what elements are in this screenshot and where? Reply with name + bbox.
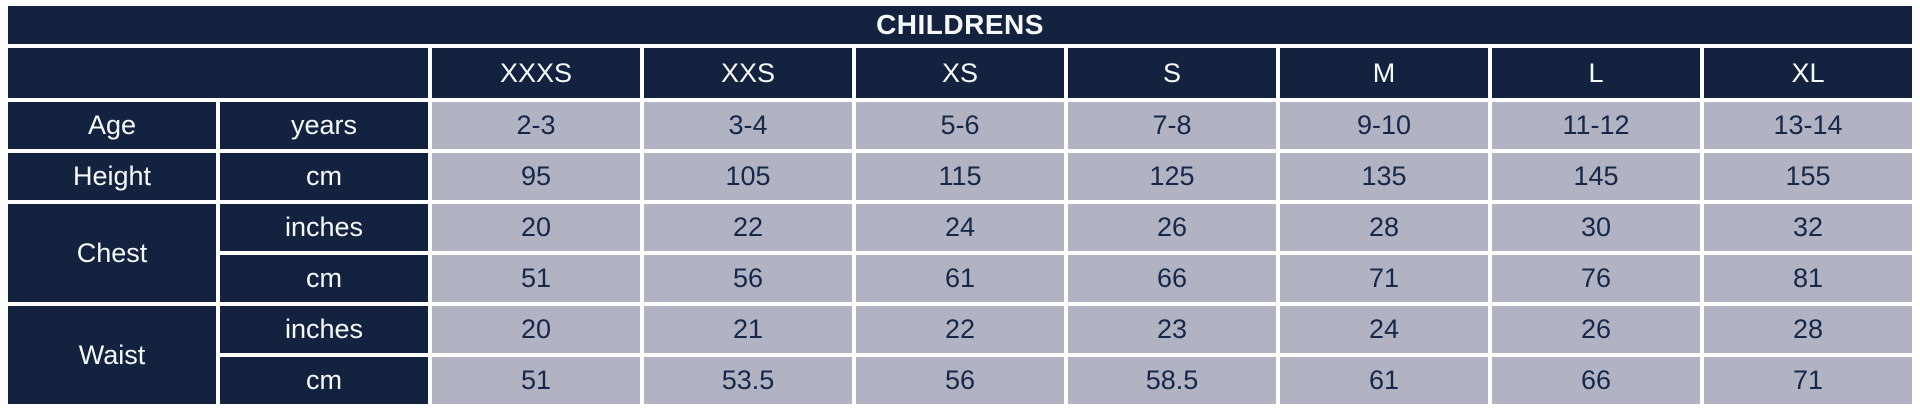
value-cell: 71 — [1704, 357, 1912, 404]
value-cell: 56 — [856, 357, 1064, 404]
unit-label-cm: cm — [220, 255, 428, 302]
value-cell: 95 — [432, 153, 640, 200]
value-cell: 9-10 — [1280, 102, 1488, 149]
value-cell: 24 — [856, 204, 1064, 251]
unit-label-cm: cm — [220, 357, 428, 404]
row-label-age: Age — [8, 102, 216, 149]
chest-inches-row: Chest inches 20 22 24 26 28 30 32 — [8, 204, 1912, 302]
row-label-height: Height — [8, 153, 216, 200]
value-cell: 20 — [432, 204, 640, 251]
value-cell: 3-4 — [644, 102, 852, 149]
value-cell: 5-6 — [856, 102, 1064, 149]
age-row: Age years 2-3 3-4 5-6 7-8 9-10 11-12 13-… — [8, 102, 1912, 149]
value-cell: 13-14 — [1704, 102, 1912, 149]
value-cell: 145 — [1492, 153, 1700, 200]
value-cell: 26 — [1068, 204, 1276, 251]
value-cell: 22 — [856, 306, 1064, 353]
size-column-header-l: L — [1492, 48, 1700, 98]
value-cell: 66 — [1068, 255, 1276, 302]
value-cell: 28 — [1704, 306, 1912, 353]
unit-label-years: years — [220, 102, 428, 149]
value-cell: 30 — [1492, 204, 1700, 251]
value-cell: 125 — [1068, 153, 1276, 200]
size-column-header-xxxs: XXXS — [432, 48, 640, 98]
value-cell: 76 — [1492, 255, 1700, 302]
value-cell: 26 — [1492, 306, 1700, 353]
value-cell: 53.5 — [644, 357, 852, 404]
value-cell: 2-3 — [432, 102, 640, 149]
waist-cm-row: cm 51 53.5 56 58.5 61 66 71 — [8, 357, 1912, 404]
size-column-header-xxs: XXS — [644, 48, 852, 98]
value-cell: 66 — [1492, 357, 1700, 404]
size-column-header-xl: XL — [1704, 48, 1912, 98]
value-cell: 71 — [1280, 255, 1488, 302]
waist-inches-row: Waist inches 20 21 22 23 24 26 28 — [8, 306, 1912, 404]
unit-label-cm: cm — [220, 153, 428, 200]
value-cell: 11-12 — [1492, 102, 1700, 149]
value-cell: 81 — [1704, 255, 1912, 302]
row-label-chest: Chest — [8, 204, 216, 302]
value-cell: 32 — [1704, 204, 1912, 251]
unit-label-inches: inches — [220, 306, 428, 353]
value-cell: 56 — [644, 255, 852, 302]
value-cell: 61 — [1280, 357, 1488, 404]
title-row: CHILDRENS — [8, 6, 1912, 44]
size-column-header-s: S — [1068, 48, 1276, 98]
chart-title: CHILDRENS — [8, 6, 1912, 44]
value-cell: 51 — [432, 255, 640, 302]
size-header-row: XXXS XXS XS S M L XL — [8, 48, 1912, 98]
value-cell: 61 — [856, 255, 1064, 302]
row-label-waist: Waist — [8, 306, 216, 404]
chest-cm-row: cm 51 56 61 66 71 76 81 — [8, 255, 1912, 302]
value-cell: 51 — [432, 357, 640, 404]
value-cell: 28 — [1280, 204, 1488, 251]
unit-label-inches: inches — [220, 204, 428, 251]
value-cell: 22 — [644, 204, 852, 251]
value-cell: 115 — [856, 153, 1064, 200]
value-cell: 58.5 — [1068, 357, 1276, 404]
value-cell: 155 — [1704, 153, 1912, 200]
value-cell: 135 — [1280, 153, 1488, 200]
value-cell: 7-8 — [1068, 102, 1276, 149]
size-column-header-m: M — [1280, 48, 1488, 98]
value-cell: 24 — [1280, 306, 1488, 353]
value-cell: 105 — [644, 153, 852, 200]
value-cell: 21 — [644, 306, 852, 353]
value-cell: 23 — [1068, 306, 1276, 353]
corner-cell — [8, 48, 428, 98]
height-row: Height cm 95 105 115 125 135 145 155 — [8, 153, 1912, 200]
value-cell: 20 — [432, 306, 640, 353]
size-column-header-xs: XS — [856, 48, 1064, 98]
size-chart-table: CHILDRENS XXXS XXS XS S M L XL Age years… — [4, 2, 1916, 408]
